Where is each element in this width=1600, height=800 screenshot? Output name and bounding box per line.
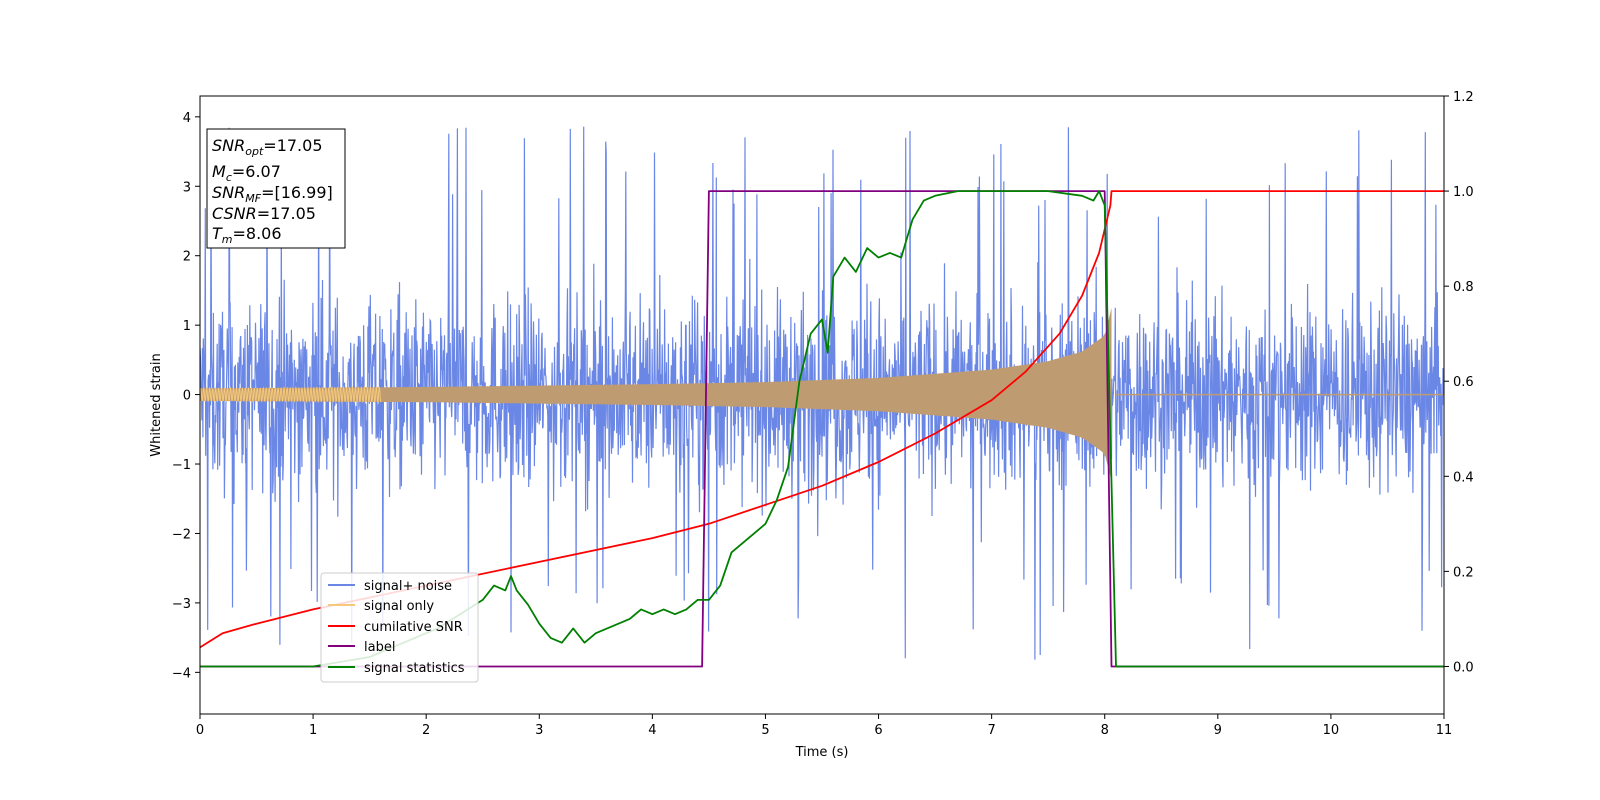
y2-tick-label: 0.2: [1453, 565, 1474, 580]
annotation-snr-opt: SNRopt=17.05: [212, 136, 323, 158]
series-signal-statistics: [200, 190, 1444, 668]
annotation-box: SNRopt=17.05 Mc=6.07 SNRMF=[16.99] CSNR=…: [206, 128, 346, 249]
annotation-mc: Mc=6.07: [212, 162, 281, 184]
y-axis-left-ticks: −4 −3 −2 −1 0 1 2 3 4: [172, 111, 200, 681]
y-tick-label: −4: [172, 666, 191, 681]
x-tick-label: 6: [874, 723, 882, 738]
x-tick-label: 1: [309, 723, 317, 738]
x-axis-ticks: 0 1 2 3 4 5 6 7 8 9 10 11: [196, 714, 1452, 738]
y2-tick-label: 1.0: [1453, 185, 1474, 200]
x-tick-label: 2: [422, 723, 430, 738]
legend-label-label: label: [364, 640, 395, 655]
x-tick-label: 5: [761, 723, 769, 738]
y-axis-label: Whitened strain: [149, 353, 164, 456]
x-axis-label: Time (s): [795, 745, 849, 760]
y-tick-label: 4: [183, 111, 191, 126]
y2-tick-label: 1.2: [1453, 90, 1474, 105]
y2-tick-label: 0.4: [1453, 470, 1474, 485]
y-tick-label: 1: [183, 319, 191, 334]
y-tick-label: −1: [172, 458, 191, 473]
y2-tick-label: 0.0: [1453, 660, 1474, 675]
annotation-snr-mf: SNRMF=[16.99]: [212, 183, 333, 205]
y2-tick-label: 0.6: [1453, 375, 1474, 390]
legend-label-signal-statistics: signal statistics: [364, 661, 465, 676]
x-tick-label: 4: [648, 723, 656, 738]
legend-label-signal-noise: signal+ noise: [364, 579, 452, 594]
legend-label-signal-only: signal only: [364, 599, 434, 614]
y-tick-label: −2: [172, 527, 191, 542]
legend: signal+ noise signal only cumilative SNR…: [320, 572, 479, 683]
y-tick-label: 0: [183, 389, 191, 404]
y-tick-label: 2: [183, 250, 191, 265]
annotation-csnr: CSNR=17.05: [212, 204, 316, 223]
series-signal-only: [200, 307, 1112, 482]
x-tick-label: 7: [987, 723, 995, 738]
x-tick-label: 0: [196, 723, 204, 738]
y-tick-label: −3: [172, 597, 191, 612]
annotation-tm: Tm=8.06: [212, 224, 282, 246]
y-tick-label: 3: [183, 180, 191, 195]
series-signal-only-oscillation: [200, 385, 382, 404]
y2-tick-label: 0.8: [1453, 280, 1474, 295]
y-axis-right-ticks: 0.0 0.2 0.4 0.6 0.8 1.0 1.2: [1444, 90, 1474, 675]
x-tick-label: 8: [1101, 723, 1109, 738]
x-tick-label: 11: [1436, 723, 1453, 738]
x-tick-label: 10: [1323, 723, 1340, 738]
x-tick-label: 9: [1214, 723, 1222, 738]
series-signal-noise: [200, 126, 1444, 660]
plot-frame: [199, 95, 1445, 715]
legend-label-cumulative-snr: cumilative SNR: [364, 620, 463, 635]
x-tick-label: 3: [535, 723, 543, 738]
